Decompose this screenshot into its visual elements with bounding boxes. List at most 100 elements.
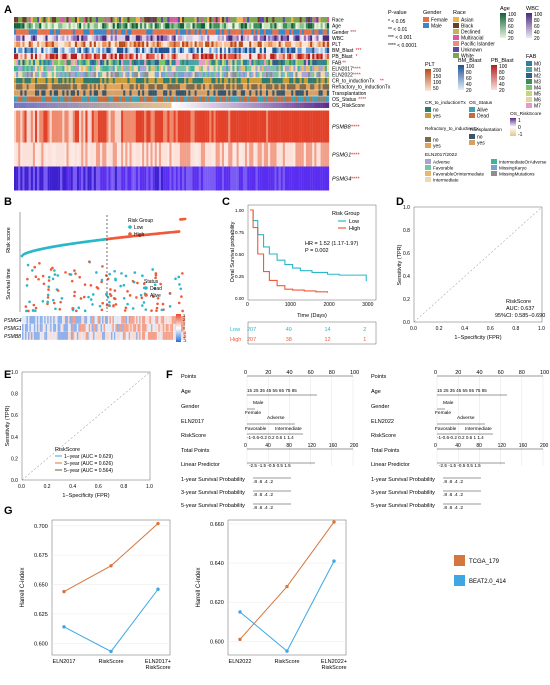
expression-cell	[121, 332, 123, 340]
gene-heatmap-cell	[253, 110, 256, 143]
panel-a-legends: P-value * < 0.05 ** < 0.01 *** < 0.001 *…	[388, 6, 547, 183]
heatmap-cell	[100, 47, 103, 54]
row-label: BM_Blast	[332, 48, 354, 54]
cr-swatch-yes	[425, 113, 431, 118]
heatmap-cell	[79, 84, 82, 90]
gene-heatmap-cell	[37, 166, 40, 191]
heatmap-cell	[295, 102, 298, 108]
heatmap-cell	[41, 59, 44, 66]
heatmap-cell	[205, 23, 208, 29]
gene-heatmap-cell	[161, 110, 164, 143]
heatmap-cell	[171, 71, 174, 78]
heatmap-cell	[53, 90, 57, 96]
heatmap-cell	[312, 41, 315, 47]
survival-point	[141, 274, 144, 278]
heatmap-cell	[83, 96, 86, 102]
heatmap-cell	[87, 17, 90, 23]
heatmap-cell	[324, 96, 328, 102]
heatmap-cell	[142, 90, 145, 96]
gene-heatmap-cell	[83, 142, 86, 167]
expression-cell	[102, 316, 104, 324]
heatmap-cell	[95, 17, 99, 23]
age-ticks: 15 25 35 45 55 65 75 85	[437, 388, 487, 393]
heatmap-cell	[209, 35, 212, 41]
heatmap-cell	[74, 96, 78, 102]
heatmap-cell	[93, 71, 97, 78]
gene-heatmap-cell	[163, 110, 166, 143]
heatmap-cell	[291, 78, 294, 84]
d-x-tick-label: 0.6	[487, 326, 494, 332]
heatmap-cell	[219, 102, 223, 108]
heatmap-cell	[205, 65, 208, 72]
heatmap-cell	[93, 23, 97, 29]
age-tick-80: 80	[508, 18, 514, 24]
heatmap-cell	[64, 47, 67, 54]
heatmap-cell	[268, 102, 271, 108]
heatmap-cell	[297, 84, 300, 90]
heatmap-cell	[123, 41, 126, 47]
osrisk-legend-title: OS_RiskScore	[510, 111, 542, 117]
heatmap-cell	[114, 41, 118, 47]
heatmap-cell	[127, 53, 130, 60]
heatmap-cell	[77, 59, 80, 66]
heatmap-cell	[215, 102, 218, 108]
heatmap-cell	[79, 59, 82, 66]
d-y-tick-label: 0.2	[403, 297, 410, 303]
heatmap-cell	[114, 96, 118, 102]
gene-heatmap-cell	[133, 142, 136, 167]
heatmap-cell	[324, 90, 328, 96]
expression-cell	[149, 324, 152, 332]
race-swatch	[453, 47, 459, 52]
heatmap-cell	[291, 59, 294, 66]
heatmap-cell	[39, 59, 42, 66]
scale-tick: -1	[183, 331, 186, 335]
heatmap-cell	[68, 53, 71, 60]
heatmap-cell	[72, 53, 76, 60]
panel-label-f: F	[166, 369, 173, 381]
heatmap-cell	[45, 47, 48, 54]
heatmap-cell	[148, 102, 151, 108]
heatmap-cell	[144, 90, 147, 96]
heatmap-cell	[169, 90, 172, 96]
heatmap-cell	[114, 59, 118, 66]
heatmap-cell	[20, 35, 23, 41]
heatmap-cell	[314, 84, 317, 90]
heatmap-cell	[43, 96, 46, 102]
heatmap-cell	[326, 71, 330, 78]
nomogram-row-label: Age	[371, 389, 381, 395]
heatmap-cell	[121, 96, 124, 102]
heatmap-cell	[261, 29, 265, 35]
survival-point	[132, 280, 136, 284]
heatmap-cell	[266, 65, 269, 72]
heatmap-cell	[320, 23, 323, 29]
d-y-tick-label: 0.6	[403, 251, 410, 257]
heatmap-cell	[51, 71, 55, 78]
heatmap-cell	[276, 90, 279, 96]
expression-cell	[35, 316, 37, 324]
heatmap-cell	[125, 53, 128, 60]
heatmap-cell	[127, 102, 130, 108]
heatmap-cell	[284, 59, 288, 66]
survival-point	[33, 309, 37, 313]
heatmap-cell	[175, 17, 178, 23]
heatmap-cell	[74, 71, 78, 78]
survival-point	[181, 272, 184, 275]
heatmap-cell	[148, 29, 151, 35]
heatmap-cell	[224, 23, 227, 29]
heatmap-cell	[186, 29, 189, 35]
heatmap-cell	[184, 29, 187, 35]
gene-heatmap-cell	[177, 142, 181, 167]
heatmap-cell	[228, 90, 231, 96]
heatmap-cell	[282, 96, 286, 102]
heatmap-cell	[299, 41, 302, 47]
heatmap-cell	[64, 90, 67, 96]
heatmap-cell	[287, 17, 290, 23]
heatmap-cell	[158, 96, 162, 102]
gene-heatmap-cell	[179, 142, 183, 167]
heatmap-cell	[182, 59, 185, 66]
heatmap-cell	[108, 90, 111, 96]
heatmap-cell	[242, 102, 246, 108]
expression-cell	[110, 332, 113, 340]
heatmap-cell	[163, 90, 166, 96]
expression-cell	[150, 316, 153, 324]
